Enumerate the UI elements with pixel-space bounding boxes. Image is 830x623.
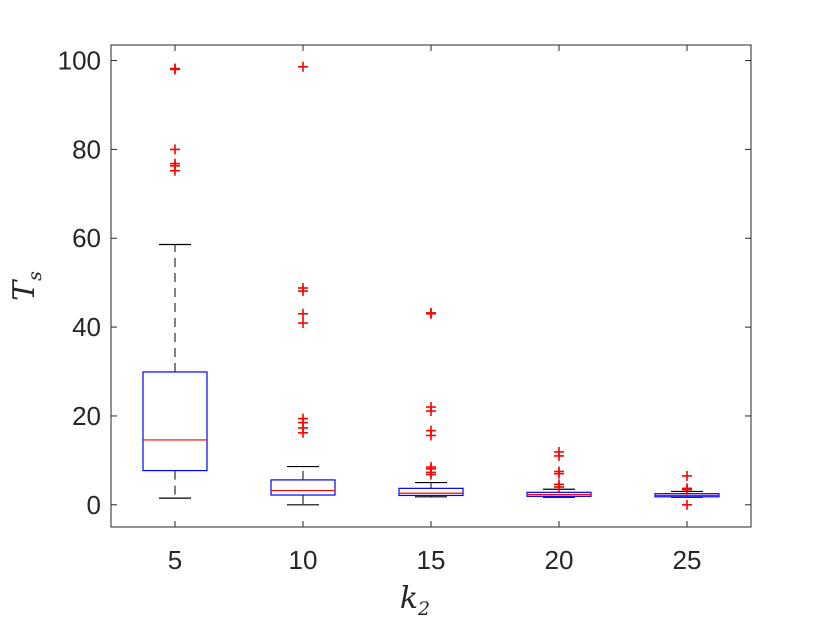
box bbox=[142, 371, 208, 472]
box-group-5 bbox=[142, 63, 208, 499]
x-tick-label: 15 bbox=[417, 545, 446, 575]
outlier-point bbox=[682, 483, 692, 494]
outlier-point bbox=[298, 61, 308, 72]
box bbox=[270, 479, 336, 496]
plot-marks bbox=[142, 61, 720, 510]
outlier-point bbox=[426, 402, 436, 413]
y-tick-label: 40 bbox=[72, 312, 101, 342]
outlier-point bbox=[554, 446, 564, 457]
y-tick-label: 80 bbox=[72, 134, 101, 164]
outlier-point bbox=[554, 466, 564, 477]
y-tick-label: 20 bbox=[72, 401, 101, 431]
outlier-point bbox=[170, 63, 180, 74]
y-tick-label: 60 bbox=[72, 223, 101, 253]
x-tick-label: 5 bbox=[168, 545, 182, 575]
x-tick-label: 20 bbox=[545, 545, 574, 575]
outlier-point bbox=[682, 470, 692, 481]
box-group-25 bbox=[654, 470, 720, 510]
outlier-point bbox=[426, 425, 436, 436]
outlier-point bbox=[298, 282, 308, 293]
outlier-point bbox=[298, 318, 308, 329]
y-tick-label: 0 bbox=[87, 490, 101, 520]
outlier-point bbox=[298, 413, 308, 424]
x-tick-label: 10 bbox=[289, 545, 318, 575]
x-tick-label: 25 bbox=[673, 545, 702, 575]
box bbox=[398, 487, 464, 497]
y-tick-label: 100 bbox=[58, 46, 101, 76]
box-group-20 bbox=[526, 446, 592, 498]
outlier-point bbox=[298, 308, 308, 319]
x-axis-label: k2 bbox=[400, 581, 430, 620]
box-group-15 bbox=[398, 307, 464, 498]
axis-ticks: 5 10 15 20 25 0 20 40 60 80 100 bbox=[58, 45, 751, 575]
y-axis-label: Ts bbox=[7, 271, 46, 301]
outlier-point bbox=[426, 462, 436, 473]
outlier-point bbox=[170, 144, 180, 155]
outlier-point bbox=[554, 479, 564, 490]
box-group-10 bbox=[270, 61, 336, 506]
outlier-point bbox=[170, 158, 180, 169]
outlier-point bbox=[682, 499, 692, 510]
outlier-point bbox=[426, 307, 436, 318]
